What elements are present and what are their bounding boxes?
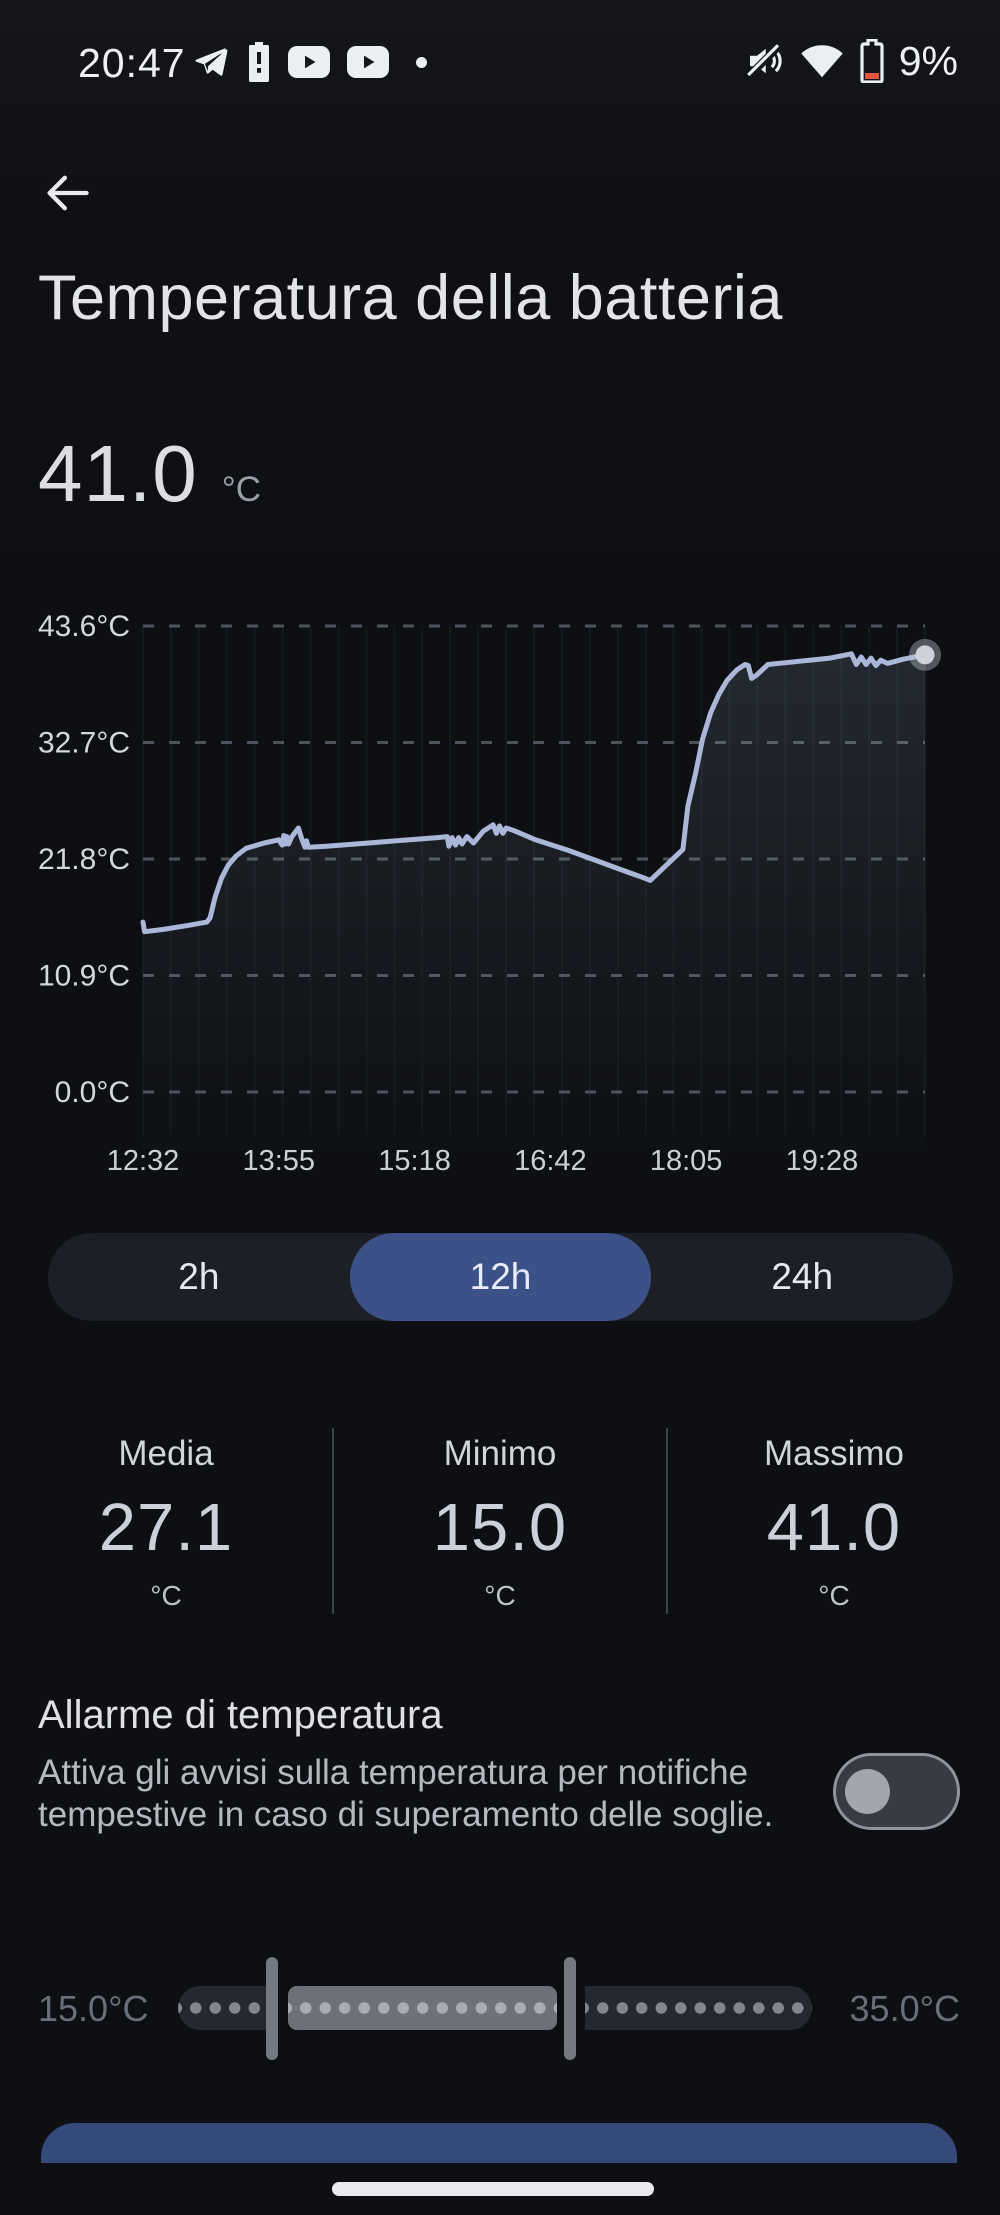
battery-percent-text: 9% <box>898 37 958 84</box>
x-axis-label: 13:55 <box>242 1145 315 1177</box>
y-axis-label: 32.7°C <box>38 727 130 760</box>
battery-low-icon <box>859 39 885 83</box>
x-axis-label: 16:42 <box>514 1145 587 1177</box>
stats-row: Media 27.1 °C Minimo 15.0 °C Massimo 41.… <box>0 1428 1000 1614</box>
range-option-24h[interactable]: 24h <box>771 1256 834 1297</box>
x-axis-label: 12:32 <box>107 1145 180 1177</box>
back-arrow-icon <box>47 175 89 211</box>
bottom-action-button[interactable] <box>41 2123 957 2163</box>
status-bar-system-icons: 9% <box>743 38 958 84</box>
stat-label: Minimo <box>443 1434 557 1473</box>
slider-track-left <box>178 1986 266 2030</box>
stat-unit: °C <box>150 1580 182 1611</box>
y-axis-label: 21.8°C <box>38 843 130 876</box>
area-fill <box>143 653 925 1150</box>
stat-label: Massimo <box>763 1434 905 1473</box>
telegram-icon <box>192 43 230 81</box>
battery-alert-icon <box>247 42 271 82</box>
wifi-icon <box>799 41 845 81</box>
temperature-line <box>140 651 928 935</box>
current-temperature: 41.0 °C <box>38 428 261 520</box>
time-range-selector: 2h 12h 24h <box>48 1233 953 1321</box>
stat-minimo: Minimo 15.0 °C <box>332 1428 666 1614</box>
stat-unit: °C <box>818 1580 850 1611</box>
slider-track-right <box>585 1986 812 2030</box>
x-axis-label: 15:18 <box>378 1145 451 1177</box>
youtube-icon <box>288 46 330 78</box>
back-button[interactable] <box>32 158 102 228</box>
alarm-section-title: Allarme di temperatura <box>38 1693 443 1737</box>
page-title: Temperatura della batteria <box>38 263 783 333</box>
stat-unit: °C <box>484 1580 516 1611</box>
y-axis-label: 43.6°C <box>38 610 130 643</box>
alarm-description: Attiva gli avvisi sulla temperatura per … <box>38 1753 774 1834</box>
volume-muted-icon <box>743 40 785 82</box>
stat-value: 15.0 <box>432 1489 568 1565</box>
slider-handle-max[interactable] <box>564 1957 576 2060</box>
endpoint-marker <box>915 645 935 665</box>
threshold-max-label: 35.0°C <box>849 1988 960 2029</box>
current-temperature-unit: °C <box>221 470 261 509</box>
threshold-range-slider[interactable] <box>178 1957 812 2060</box>
stat-value: 27.1 <box>98 1489 234 1565</box>
alarm-toggle-thumb <box>845 1769 890 1814</box>
stat-media: Media 27.1 °C <box>0 1428 332 1614</box>
stat-label: Media <box>118 1434 214 1473</box>
y-axis-label: 0.0°C <box>55 1076 130 1109</box>
home-indicator[interactable] <box>332 2182 654 2196</box>
notification-dot <box>416 56 427 68</box>
x-axis-label: 19:28 <box>786 1145 859 1177</box>
range-option-2h[interactable]: 2h <box>178 1256 220 1297</box>
stat-massimo: Massimo 41.0 °C <box>666 1428 1000 1614</box>
stat-value: 41.0 <box>766 1489 902 1565</box>
youtube-icon <box>347 46 389 78</box>
temperature-line-chart[interactable]: 43.6°C 32.7°C 21.8°C 10.9°C 0.0°C 12:32 13:55 1… <box>0 590 1000 1190</box>
threshold-min-label: 15.0°C <box>38 1988 149 2029</box>
status-bar-notification-icons <box>192 40 427 84</box>
x-axis-label: 18:05 <box>650 1145 723 1177</box>
status-bar-time: 20:47 <box>78 40 186 86</box>
y-axis-label: 10.9°C <box>38 960 130 993</box>
range-option-12h[interactable]: 12h <box>349 1233 652 1321</box>
slider-handle-min[interactable] <box>266 1957 278 2060</box>
alarm-toggle[interactable] <box>833 1753 960 1830</box>
slider-track-active <box>288 1986 557 2030</box>
current-temperature-value: 41.0 <box>38 429 198 518</box>
